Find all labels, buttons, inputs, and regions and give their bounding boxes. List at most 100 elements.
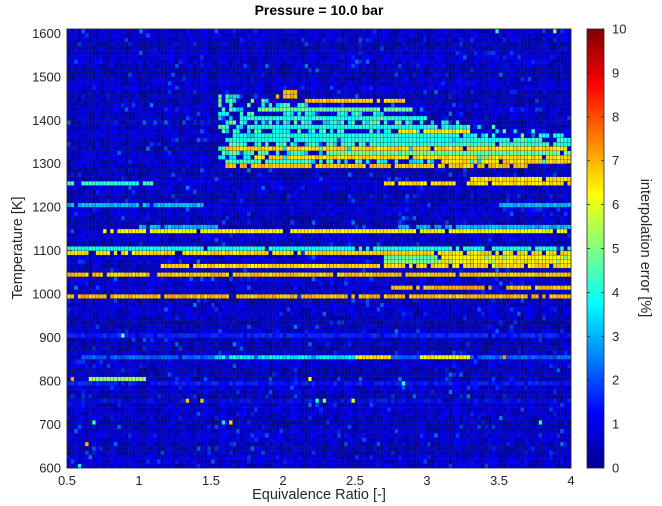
heatmap-cell (336, 459, 341, 464)
heatmap-cell (444, 315, 449, 321)
heatmap-cell (210, 324, 215, 330)
heatmap-cell (563, 354, 568, 360)
heatmap-cell (92, 354, 96, 360)
heatmap-cell (408, 463, 413, 469)
heatmap-cell (441, 363, 446, 369)
heatmap-cell (538, 437, 543, 443)
heatmap-cell (545, 407, 550, 412)
heatmap-cell (214, 315, 219, 321)
heatmap-cell (333, 376, 338, 382)
heatmap-cell (318, 463, 323, 469)
heatmap-cell (66, 337, 71, 343)
heatmap-cell (200, 354, 204, 360)
heatmap-cell (113, 367, 118, 373)
heatmap-cell (160, 446, 165, 451)
heatmap-cell (293, 346, 298, 351)
heatmap-cell (275, 454, 280, 460)
heatmap-cell (84, 346, 89, 351)
heatmap-cell (347, 333, 352, 338)
heatmap-cell (444, 341, 449, 347)
heatmap-cell (110, 380, 114, 386)
heatmap-cell (484, 420, 489, 425)
heatmap-cell (171, 320, 176, 325)
heatmap-cell (545, 446, 550, 451)
heatmap-cell (416, 333, 420, 338)
heatmap-cell (185, 337, 190, 343)
heatmap-cell (149, 354, 154, 360)
heatmap-cell (174, 428, 179, 434)
heatmap-cell (542, 402, 546, 408)
heatmap-cell (308, 367, 312, 373)
heatmap-cell (437, 450, 442, 456)
heatmap-cell (268, 407, 273, 412)
heatmap-cell (131, 437, 136, 443)
heatmap-cell (311, 346, 316, 351)
heatmap-cell (81, 446, 86, 451)
heatmap-cell (387, 411, 392, 417)
heatmap-cell (426, 389, 431, 395)
heatmap-cell (390, 402, 395, 408)
heatmap-cell (99, 437, 104, 443)
heatmap-cell (459, 420, 464, 425)
heatmap-cell (225, 446, 230, 451)
heatmap-cell (340, 328, 345, 334)
heatmap-cell (74, 441, 78, 447)
heatmap-cell (131, 367, 136, 373)
heatmap-cell (567, 398, 572, 403)
heatmap-cell (351, 459, 356, 464)
heatmap-cell (99, 320, 104, 325)
heatmap-cell (99, 389, 104, 395)
heatmap-cell (470, 333, 474, 338)
heatmap-cell (174, 311, 179, 317)
heatmap-cell (488, 411, 492, 417)
heatmap-cell (560, 333, 564, 338)
heatmap-cell (390, 380, 395, 386)
heatmap-cell (351, 428, 356, 434)
heatmap-cell (272, 385, 276, 390)
heatmap-cell (171, 437, 176, 443)
heatmap-cell (77, 428, 82, 434)
heatmap-cell (380, 350, 384, 356)
heatmap-cell (545, 450, 550, 456)
heatmap-cell (344, 328, 348, 334)
heatmap-cell (448, 454, 453, 460)
heatmap-cell (369, 354, 374, 360)
heatmap-cell (531, 359, 536, 364)
heatmap-cell (552, 354, 557, 360)
heatmap-cell (322, 385, 327, 390)
heatmap-cell (131, 407, 136, 412)
heatmap-cell (423, 446, 428, 451)
heatmap-cell (311, 354, 316, 360)
heatmap-cell (372, 454, 377, 460)
heatmap-cell (520, 346, 525, 351)
heatmap-cell (509, 333, 514, 338)
heatmap-cell (336, 359, 341, 364)
heatmap-cell (311, 359, 316, 364)
heatmap-cell (135, 385, 140, 390)
heatmap-cell (502, 428, 507, 434)
heatmap-cell (459, 454, 464, 460)
heatmap-cell (174, 328, 179, 334)
heatmap-cell (336, 433, 341, 438)
heatmap-cell (261, 354, 266, 360)
heatmap-cell (196, 359, 201, 364)
heatmap-cell (567, 424, 572, 430)
heatmap-cell (534, 433, 539, 438)
heatmap-cell (257, 346, 262, 351)
heatmap-cell (232, 459, 237, 464)
heatmap-cell (531, 346, 536, 351)
heatmap-cell (110, 367, 114, 373)
heatmap-cell (336, 402, 341, 408)
heatmap-cell (531, 454, 536, 460)
heatmap-cell (142, 359, 147, 364)
heatmap-cell (470, 411, 474, 417)
heatmap-cell (282, 454, 287, 460)
heatmap-cell (534, 441, 539, 447)
heatmap-cell (221, 415, 226, 421)
heatmap-cell (304, 463, 309, 469)
heatmap-cell (254, 433, 258, 438)
heatmap-cell (513, 437, 518, 443)
heatmap-cell (84, 341, 89, 347)
heatmap-cell (236, 385, 240, 390)
heatmap-cell (412, 433, 417, 438)
